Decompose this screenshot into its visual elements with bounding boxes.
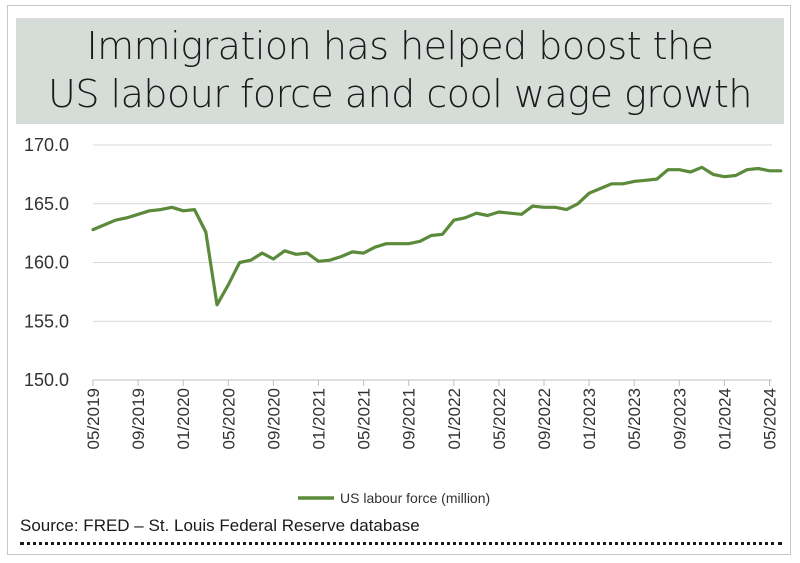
dotted-divider <box>20 542 782 545</box>
x-tick-label: 05/2024 <box>761 388 780 449</box>
x-tick-label: 05/2021 <box>355 388 374 449</box>
title-banner: Immigration has helped boost the US labo… <box>16 18 784 124</box>
x-tick-label: 09/2022 <box>535 388 554 449</box>
y-tick-label: 165.0 <box>24 194 69 214</box>
chart-title-line-2: US labour force and cool wage growth <box>48 72 752 116</box>
x-tick-label: 09/2023 <box>670 388 689 449</box>
series-line-us-labour-force <box>91 165 783 307</box>
chart-title-line-1: Immigration has helped boost the <box>86 24 714 68</box>
x-tick-label: 09/2019 <box>129 388 148 449</box>
y-tick-label: 155.0 <box>24 311 69 331</box>
x-tick-label: 05/2020 <box>219 388 238 449</box>
x-tick-label: 05/2019 <box>84 388 103 449</box>
y-tick-label: 170.0 <box>24 135 69 155</box>
x-tick-label: 05/2023 <box>625 388 644 449</box>
x-tick-label: 01/2021 <box>310 388 329 449</box>
legend-label: US labour force (million) <box>340 490 490 506</box>
x-tick-label: 01/2022 <box>445 388 464 449</box>
x-tick-label: 09/2021 <box>400 388 419 449</box>
x-tick-label: 01/2023 <box>580 388 599 449</box>
x-tick-label: 01/2024 <box>715 388 734 449</box>
y-tick-label: 160.0 <box>24 253 69 273</box>
x-tick-label: 09/2020 <box>264 388 283 449</box>
x-tick-label: 05/2022 <box>490 388 509 449</box>
x-tick-label: 01/2020 <box>174 388 193 449</box>
source-note: Source: FRED – St. Louis Federal Reserve… <box>20 516 420 535</box>
y-tick-label: 150.0 <box>24 370 69 390</box>
